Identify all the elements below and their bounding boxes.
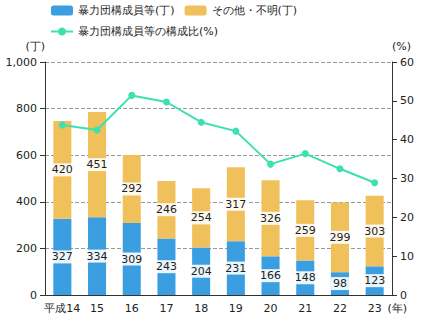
svg-text:243: 243 — [156, 260, 177, 273]
svg-text:17: 17 — [159, 302, 173, 315]
svg-text:98: 98 — [333, 277, 347, 290]
svg-text:60: 60 — [400, 56, 414, 69]
svg-text:259: 259 — [295, 224, 316, 237]
svg-text:40: 40 — [400, 133, 414, 146]
svg-text:420: 420 — [52, 163, 73, 176]
svg-text:50: 50 — [400, 94, 414, 107]
svg-text:200: 200 — [16, 242, 37, 255]
svg-text:(年): (年) — [388, 302, 408, 315]
svg-text:309: 309 — [121, 253, 142, 266]
svg-text:1,000: 1,000 — [6, 56, 38, 69]
svg-text:800: 800 — [16, 102, 37, 115]
svg-text:21: 21 — [298, 302, 312, 315]
svg-text:30: 30 — [400, 172, 414, 185]
svg-text:123: 123 — [364, 274, 385, 287]
svg-text:暴力団構成員等(丁): 暴力団構成員等(丁) — [78, 4, 175, 17]
svg-text:(丁): (丁) — [25, 40, 45, 53]
svg-text:20: 20 — [400, 211, 414, 224]
svg-text:18: 18 — [194, 302, 208, 315]
svg-text:326: 326 — [260, 212, 281, 225]
svg-text:334: 334 — [87, 250, 108, 263]
svg-text:148: 148 — [295, 271, 316, 284]
svg-text:暴力団構成員等の構成比(%): 暴力団構成員等の構成比(%) — [78, 25, 218, 38]
svg-text:16: 16 — [125, 302, 139, 315]
svg-text:23: 23 — [368, 302, 382, 315]
svg-text:15: 15 — [90, 302, 104, 315]
svg-text:317: 317 — [225, 198, 246, 211]
svg-text:0: 0 — [30, 289, 37, 302]
svg-text:20: 20 — [264, 302, 278, 315]
svg-text:292: 292 — [121, 182, 142, 195]
svg-text:(%): (%) — [392, 40, 411, 53]
svg-text:22: 22 — [333, 302, 347, 315]
svg-text:303: 303 — [364, 225, 385, 238]
svg-text:400: 400 — [16, 195, 37, 208]
svg-text:299: 299 — [329, 231, 350, 244]
svg-text:204: 204 — [191, 265, 212, 278]
svg-text:451: 451 — [87, 158, 108, 171]
svg-text:平成14: 平成14 — [44, 302, 80, 315]
svg-text:10: 10 — [400, 250, 414, 263]
svg-text:254: 254 — [191, 211, 212, 224]
svg-text:231: 231 — [225, 262, 246, 275]
svg-text:246: 246 — [156, 203, 177, 216]
svg-text:その他・不明(丁): その他・不明(丁) — [212, 4, 298, 17]
svg-text:600: 600 — [16, 149, 37, 162]
svg-text:0: 0 — [400, 289, 407, 302]
svg-text:19: 19 — [229, 302, 243, 315]
svg-text:166: 166 — [260, 269, 281, 282]
svg-text:327: 327 — [52, 250, 73, 263]
